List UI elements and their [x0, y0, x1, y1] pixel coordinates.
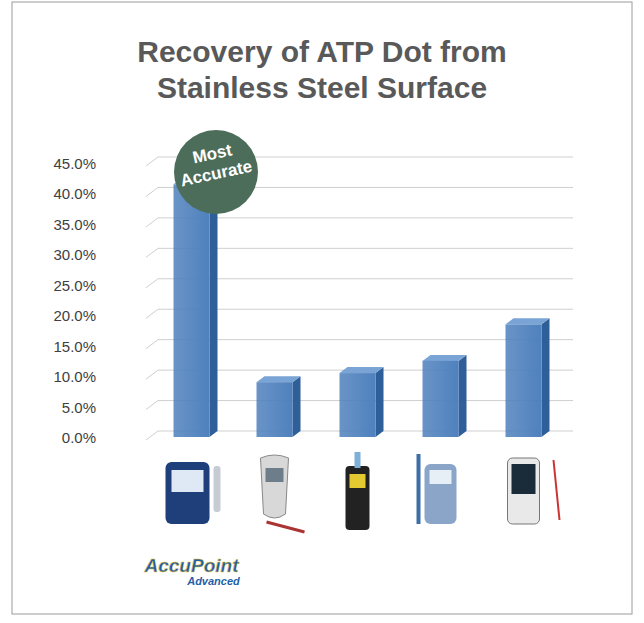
bar-side	[293, 376, 301, 437]
grid-line	[158, 217, 573, 218]
grid-stub	[146, 157, 158, 166]
title-line: Stainless Steel Surface	[157, 71, 487, 104]
bar-front	[257, 382, 293, 437]
bar-side	[459, 355, 467, 437]
grid-stub	[146, 370, 158, 379]
tick-label: 15.0%	[53, 338, 96, 355]
device-screen	[430, 470, 452, 484]
title: Recovery of ATP Dot fromStainless Steel …	[137, 35, 507, 104]
grid-line	[158, 248, 573, 249]
device-body	[166, 462, 210, 524]
tick-label: 30.0%	[53, 246, 96, 263]
device-swab	[554, 460, 560, 520]
bar	[506, 318, 550, 437]
device-body	[261, 455, 289, 518]
tick-label: 25.0%	[53, 277, 96, 294]
grid-stub	[146, 218, 158, 227]
grid-stub	[146, 279, 158, 288]
device-body	[346, 466, 370, 530]
tick-label: 20.0%	[53, 307, 96, 324]
bar-side	[542, 318, 550, 437]
bar	[257, 376, 301, 437]
device-swab	[267, 522, 305, 532]
device-swab	[355, 452, 361, 468]
grid-stub	[146, 187, 158, 196]
bar-top	[506, 318, 550, 324]
chart-root: Recovery of ATP Dot fromStainless Steel …	[0, 0, 644, 623]
device-screen	[266, 468, 284, 482]
grid-line	[158, 278, 573, 279]
frame	[12, 2, 632, 614]
bar-front	[423, 361, 459, 437]
bars	[174, 178, 550, 437]
bar-top	[340, 367, 384, 373]
tick-label: 35.0%	[53, 216, 96, 233]
device-screen	[512, 464, 536, 494]
tick-label: 45.0%	[53, 155, 96, 172]
bar-front	[174, 184, 210, 437]
grid-stub	[146, 248, 158, 257]
grid-stub	[146, 340, 158, 349]
annotation: MostAccurate	[175, 137, 254, 190]
device-screen	[172, 470, 204, 492]
device-icons	[166, 452, 560, 532]
grid-stub	[146, 401, 158, 410]
bar	[174, 178, 218, 437]
tick-label: 10.0%	[53, 368, 96, 385]
device-swab	[214, 466, 221, 512]
tick-label: 40.0%	[53, 185, 96, 202]
annotation-line: Accurate	[179, 157, 254, 191]
annotation-badge	[174, 130, 258, 214]
logo-text: AccuPoint	[144, 555, 240, 576]
bar-front	[506, 324, 542, 437]
bar-side	[210, 178, 218, 437]
device-screen	[350, 474, 366, 488]
device-body	[508, 458, 540, 524]
bar-top	[423, 355, 467, 361]
bar-top	[257, 376, 301, 382]
bar-front	[340, 373, 376, 437]
tick-label: 0.0%	[62, 429, 96, 446]
grid-line	[158, 309, 573, 310]
tick-label: 5.0%	[62, 399, 96, 416]
grid-stub	[146, 431, 158, 440]
bar	[340, 367, 384, 437]
device-swab	[417, 454, 421, 524]
logo-subtext: Advanced	[186, 575, 240, 587]
bar-side	[376, 367, 384, 437]
grid-stub	[146, 309, 158, 318]
device-body	[425, 464, 457, 524]
title-line: Recovery of ATP Dot from	[137, 35, 507, 68]
bar	[423, 355, 467, 437]
